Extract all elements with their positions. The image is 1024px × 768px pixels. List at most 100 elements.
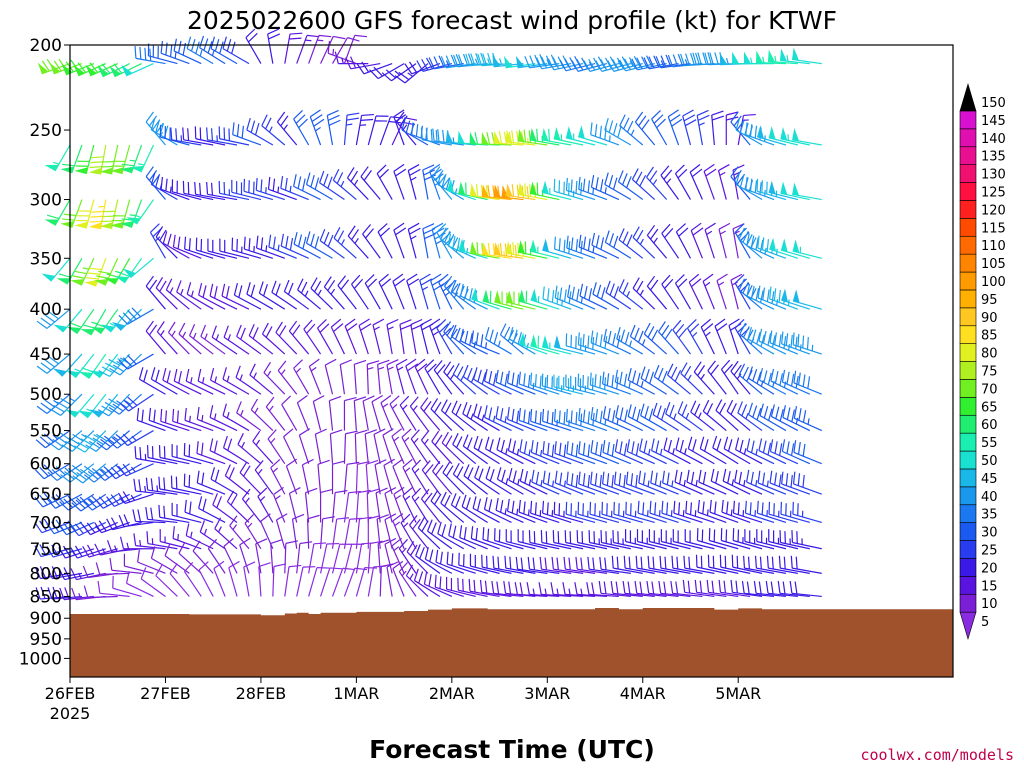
wind-barb bbox=[111, 308, 143, 331]
barb-feather bbox=[590, 122, 593, 135]
barb-half-feather bbox=[660, 60, 665, 67]
wind-barb bbox=[85, 430, 119, 452]
wind-barb bbox=[270, 539, 283, 574]
wind-barb bbox=[267, 176, 297, 201]
barb-feather bbox=[574, 582, 578, 595]
barb-feather bbox=[575, 475, 579, 488]
barb-half-feather bbox=[180, 288, 184, 296]
barb-feather bbox=[399, 115, 408, 127]
barb-feather bbox=[344, 396, 357, 402]
barb-staff bbox=[734, 282, 751, 310]
wind-barb bbox=[145, 275, 166, 310]
barb-feather bbox=[420, 397, 429, 408]
barb-feather bbox=[568, 241, 571, 254]
barb-feather bbox=[498, 131, 503, 144]
barb-feather bbox=[239, 461, 248, 473]
barb-feather bbox=[595, 235, 600, 248]
barb-feather bbox=[369, 69, 379, 80]
colorbar-swatch bbox=[959, 307, 977, 327]
barb-feather bbox=[542, 470, 546, 484]
barb-feather bbox=[254, 460, 264, 471]
wind-barb bbox=[640, 403, 667, 432]
wind-barb bbox=[506, 290, 536, 310]
barb-feather bbox=[685, 500, 688, 514]
barb-feather bbox=[635, 555, 638, 569]
barb-half-feather bbox=[648, 448, 651, 456]
colorbar-swatch bbox=[959, 504, 977, 523]
barb-feather bbox=[194, 181, 197, 195]
wind-barb bbox=[517, 182, 548, 201]
barb-feather bbox=[320, 488, 333, 494]
barb-feather bbox=[255, 538, 268, 545]
barb-half-feather bbox=[628, 381, 631, 389]
barb-feather bbox=[785, 473, 789, 486]
barb-feather bbox=[626, 120, 634, 133]
barb-staff bbox=[518, 300, 548, 310]
barb-feather bbox=[452, 462, 460, 475]
barb-half-feather bbox=[412, 405, 418, 411]
barb-staff bbox=[529, 139, 560, 146]
barb-pennant bbox=[89, 409, 103, 418]
barb-feather bbox=[455, 403, 462, 416]
barb-feather bbox=[484, 580, 488, 594]
barb-feather bbox=[632, 277, 640, 289]
x-tick-sublabel: 2025 bbox=[50, 704, 91, 723]
barb-feather bbox=[501, 469, 506, 482]
wind-barb bbox=[209, 438, 238, 465]
barb-pennant bbox=[530, 239, 537, 253]
barb-feather bbox=[727, 471, 731, 484]
wind-barb bbox=[224, 464, 250, 495]
barb-feather bbox=[440, 491, 447, 504]
wind-barb bbox=[222, 435, 250, 465]
barb-feather bbox=[534, 502, 537, 515]
barb-half-feather bbox=[776, 299, 779, 306]
barb-feather bbox=[438, 55, 445, 68]
barb-feather bbox=[380, 278, 392, 288]
barb-feather bbox=[666, 472, 670, 485]
wind-barb bbox=[592, 282, 620, 310]
colorbar-label: 115 bbox=[981, 221, 1006, 236]
wind-barb bbox=[646, 166, 668, 200]
barb-feather bbox=[199, 35, 205, 48]
barb-feather bbox=[462, 53, 469, 66]
barb-feather bbox=[500, 500, 504, 513]
wind-barb bbox=[689, 164, 703, 200]
barb-feather bbox=[280, 233, 284, 247]
barb-feather bbox=[445, 177, 451, 190]
wind-barb bbox=[440, 227, 465, 259]
wind-barb bbox=[604, 117, 632, 146]
barb-half-feather bbox=[505, 478, 509, 485]
wind-barb bbox=[541, 127, 572, 146]
barb-feather bbox=[327, 114, 340, 121]
barb-feather bbox=[314, 280, 322, 293]
colorbar-swatch bbox=[959, 200, 977, 219]
barb-feather bbox=[361, 113, 374, 117]
wind-barb bbox=[337, 275, 357, 310]
barb-feather bbox=[508, 581, 512, 594]
colorbar-label: 50 bbox=[981, 454, 998, 469]
barb-feather bbox=[93, 322, 106, 328]
barb-staff bbox=[505, 252, 536, 259]
barb-feather bbox=[486, 132, 491, 145]
colorbar-label: 25 bbox=[981, 544, 998, 559]
barb-feather bbox=[530, 440, 534, 453]
wind-barb bbox=[345, 56, 381, 70]
barb-half-feather bbox=[403, 437, 410, 443]
barb-feather bbox=[113, 63, 123, 74]
barb-half-feather bbox=[659, 480, 662, 487]
barb-feather bbox=[243, 236, 246, 250]
barb-staff bbox=[284, 291, 310, 310]
barb-feather bbox=[94, 543, 101, 556]
barb-feather bbox=[59, 501, 69, 511]
credit-link[interactable]: coolwx.com/models bbox=[860, 746, 1014, 764]
barb-feather bbox=[318, 34, 332, 38]
barb-feather bbox=[43, 464, 54, 475]
barb-feather bbox=[44, 314, 56, 323]
barb-feather bbox=[237, 433, 244, 445]
barb-feather bbox=[682, 109, 694, 117]
wind-barb bbox=[258, 281, 286, 310]
wind-barb bbox=[473, 367, 500, 395]
barb-feather bbox=[213, 440, 218, 453]
barb-feather bbox=[90, 161, 103, 164]
barb-feather bbox=[485, 466, 491, 479]
